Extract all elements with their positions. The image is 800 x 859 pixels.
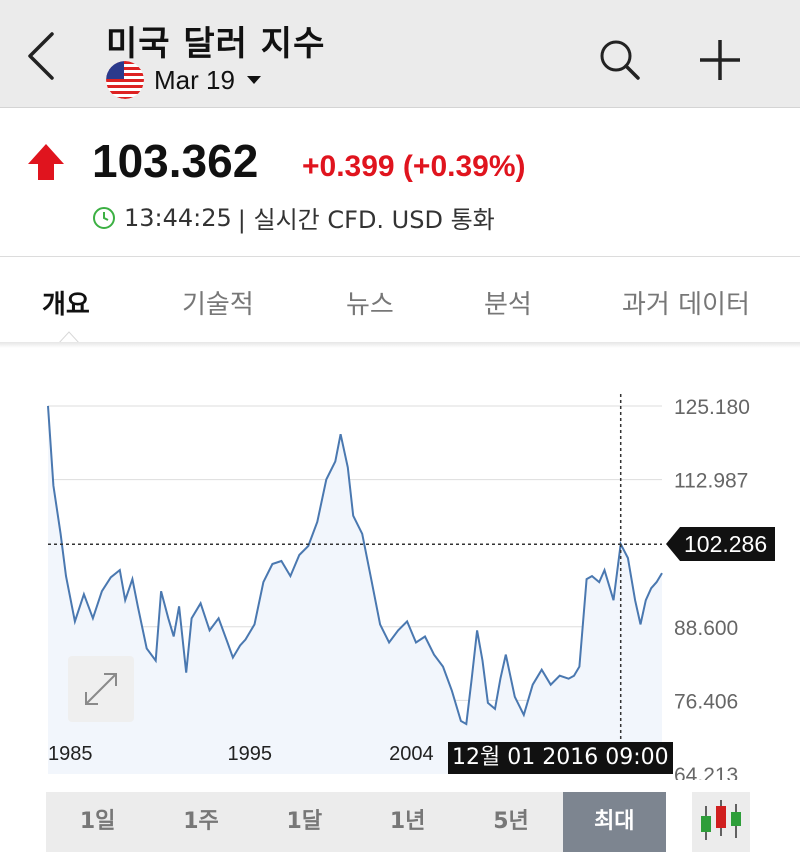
tab-historical-data[interactable]: 과거 데이터	[622, 290, 750, 320]
expand-icon	[85, 673, 117, 705]
tab-news[interactable]: 뉴스	[346, 290, 394, 320]
top-bar: 미국 달러 지수 Mar 19	[0, 0, 800, 108]
y-tick-label: 76.406	[674, 690, 738, 713]
x-tick-label: 2004	[389, 743, 434, 765]
x-axis: 1985 1995 2004	[48, 743, 434, 765]
current-value-label: 102.286	[680, 527, 776, 562]
contract-label: Mar 19	[154, 64, 235, 95]
last-price: 103.362	[92, 135, 259, 187]
y-axis: 125.180 112.987 88.600 76.406 64.213	[674, 396, 750, 780]
chart-type-button[interactable]	[692, 792, 750, 852]
crosshair-date-label: 12월 01 2016 09:00	[448, 742, 673, 774]
range-1d[interactable]: 1일	[79, 809, 116, 834]
price-chart[interactable]: 125.180 112.987 88.600 76.406 64.213 1985 199…	[0, 360, 800, 780]
divider	[0, 256, 800, 257]
range-1m[interactable]: 1달	[286, 809, 323, 834]
quote-info: | 실시간 CFD. USD 통화	[237, 206, 495, 234]
page-title: 미국 달러 지수	[106, 24, 326, 64]
up-arrow-icon	[28, 144, 64, 180]
tab-technical[interactable]: 기술적	[182, 290, 254, 320]
current-value-tag: 102.286	[666, 527, 776, 562]
price-change: +0.399 (+0.39%)	[302, 150, 526, 183]
clock-icon	[93, 206, 115, 229]
tab-overview[interactable]: 개요	[42, 290, 90, 320]
expand-chart-button[interactable]	[68, 656, 134, 722]
x-tick-label: 1985	[48, 743, 93, 765]
quote-meta: 13:44:25 | 실시간 CFD. USD 통화	[92, 200, 495, 235]
chevron-down-icon	[246, 76, 261, 84]
back-arrow-icon[interactable]	[18, 28, 66, 84]
chart-line	[47, 405, 663, 726]
y-tick-label: 125.180	[674, 396, 750, 419]
chart-area	[48, 405, 662, 774]
contract-selector[interactable]: Mar 19	[106, 60, 261, 100]
tab-analysis[interactable]: 분석	[484, 290, 532, 320]
y-tick-label: 88.600	[674, 617, 738, 640]
search-icon[interactable]	[596, 36, 644, 84]
x-tick-label: 1995	[228, 743, 273, 765]
tab-shadow	[0, 342, 800, 348]
range-1w[interactable]: 1주	[183, 809, 219, 834]
tab-indicator	[58, 331, 80, 344]
y-tick-label: 112.987	[674, 470, 748, 493]
y-tick-label: 64.213	[674, 764, 738, 780]
add-icon[interactable]	[696, 36, 744, 84]
range-1y[interactable]: 1년	[389, 809, 426, 834]
quote-time: 13:44:25	[124, 203, 232, 232]
range-max[interactable]: 최대	[562, 792, 666, 852]
tab-bar: 개요 기술적 뉴스 분석 과거 데이터	[0, 262, 800, 342]
range-5y[interactable]: 5년	[493, 809, 529, 834]
candlestick-icon	[701, 800, 741, 840]
range-selector: 1일 1주 1달 1년 5년 최대	[46, 792, 666, 852]
us-flag-icon	[106, 61, 144, 99]
